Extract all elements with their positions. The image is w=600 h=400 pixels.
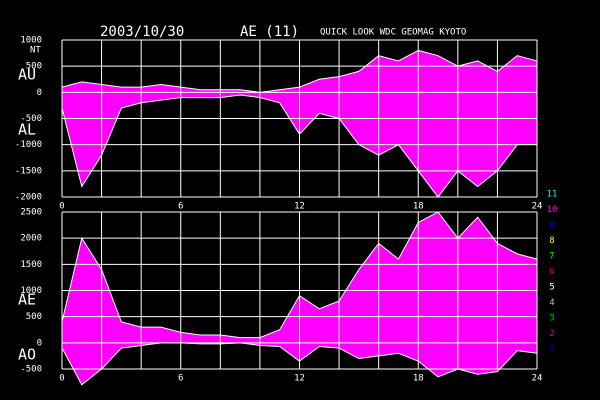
x-tick-label: 6 bbox=[178, 374, 183, 384]
y-tick-label: 500 bbox=[26, 62, 42, 72]
x-tick-label: 18 bbox=[413, 202, 424, 212]
legend-label: 11 bbox=[547, 190, 558, 200]
legend-label: 1 bbox=[549, 345, 554, 355]
y-tick-label: -500 bbox=[20, 114, 42, 124]
y-tick-label: 1000 bbox=[20, 286, 42, 296]
y-tick-label: 1000 bbox=[20, 36, 42, 46]
date: 2003/10/30 bbox=[100, 24, 184, 40]
legend-label: 2 bbox=[549, 329, 554, 339]
legend-label: 6 bbox=[549, 267, 554, 277]
legend-label: 4 bbox=[549, 298, 554, 308]
x-tick-label: 24 bbox=[532, 202, 543, 212]
x-tick-label: 0 bbox=[59, 374, 64, 384]
unit-label: NT bbox=[30, 46, 41, 56]
y-tick-label: -1000 bbox=[15, 140, 42, 150]
series-label: AE bbox=[18, 291, 36, 309]
legend-label: 5 bbox=[549, 283, 554, 293]
y-tick-label: -500 bbox=[20, 365, 42, 375]
x-tick-label: 12 bbox=[294, 202, 305, 212]
legend-label: 8 bbox=[549, 236, 554, 246]
index-title: AE (11) bbox=[240, 24, 299, 40]
x-tick-label: 0 bbox=[59, 202, 64, 212]
series-label: AU bbox=[18, 66, 36, 84]
series-label: AL bbox=[18, 121, 36, 139]
x-tick-label: 12 bbox=[294, 374, 305, 384]
y-tick-label: -2000 bbox=[15, 193, 42, 203]
legend-label: 7 bbox=[549, 252, 554, 262]
x-tick-label: 18 bbox=[413, 374, 424, 384]
y-tick-label: 0 bbox=[37, 338, 42, 348]
y-tick-label: -1500 bbox=[15, 166, 42, 176]
x-tick-label: 24 bbox=[532, 374, 543, 384]
y-tick-label: 1500 bbox=[20, 260, 42, 270]
legend-label: 10 bbox=[547, 205, 558, 215]
y-tick-label: 500 bbox=[26, 312, 42, 322]
y-tick-label: 0 bbox=[37, 88, 42, 98]
legend-label: 3 bbox=[549, 314, 554, 324]
y-tick-label: 2000 bbox=[20, 234, 42, 244]
series-label: AO bbox=[18, 346, 36, 364]
source: QUICK LOOK WDC GEOMAG KYOTO bbox=[320, 28, 466, 38]
legend-label: 9 bbox=[549, 221, 554, 231]
x-tick-label: 6 bbox=[178, 202, 183, 212]
y-tick-label: 2500 bbox=[20, 208, 42, 218]
